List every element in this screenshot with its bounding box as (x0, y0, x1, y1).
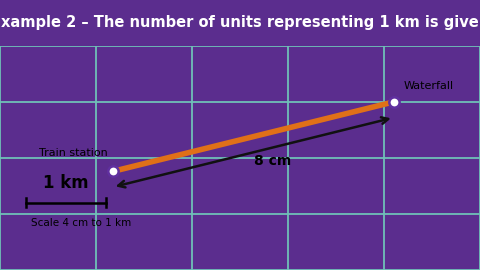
Text: 1 km: 1 km (43, 174, 89, 192)
Point (109, 169, 117, 174)
Text: Train station: Train station (39, 148, 108, 158)
Point (390, 100, 397, 104)
Text: 8 cm: 8 cm (254, 154, 291, 168)
Text: Waterfall: Waterfall (403, 81, 453, 91)
Text: Scale 4 cm to 1 km: Scale 4 cm to 1 km (31, 218, 132, 228)
Text: Example 2 – The number of units representing 1 km is given: Example 2 – The number of units represen… (0, 15, 480, 31)
